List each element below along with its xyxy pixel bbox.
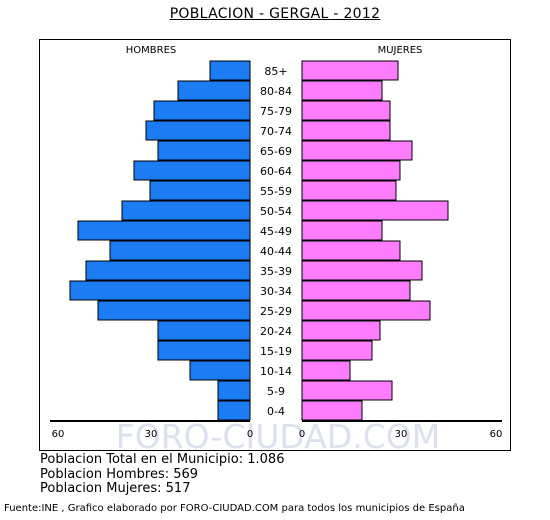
age-group-labels: 85+ 80-84 75-79 70-74 65-69 60-64 55-59 50-54 45… bbox=[260, 65, 292, 418]
bar-mujeres-35-39 bbox=[301, 260, 423, 281]
bar-mujeres-80-84 bbox=[301, 80, 383, 101]
bar-mujeres-65-69 bbox=[301, 140, 413, 161]
stat-hombres: Poblacion Hombres: 569 bbox=[40, 466, 199, 482]
bar-hombres-40-44 bbox=[109, 240, 251, 261]
age-label-75-79: 75-79 bbox=[260, 105, 292, 118]
legend-hombres: HOMBRES bbox=[126, 45, 177, 56]
x-axis-tick-labels: 60 30 0 0 30 60 bbox=[52, 429, 503, 440]
population-pyramid-frame: FORO-CIUDAD.COM HOMBRES MUJERES 85+ 80-84… bbox=[39, 39, 511, 451]
population-pyramid: FORO-CIUDAD.COM HOMBRES MUJERES 85+ 80-84… bbox=[50, 45, 503, 450]
age-label-25-29: 25-29 bbox=[260, 305, 292, 318]
age-label-40-44: 40-44 bbox=[260, 245, 292, 258]
bar-hombres-35-39 bbox=[85, 260, 251, 281]
age-label-85+: 85+ bbox=[264, 65, 287, 78]
stat-mujeres: Poblacion Mujeres: 517 bbox=[40, 481, 191, 496]
bar-mujeres-0-4 bbox=[301, 400, 363, 421]
bar-hombres-5-9 bbox=[217, 380, 251, 401]
age-label-60-64: 60-64 bbox=[260, 165, 292, 178]
bar-hombres-15-19 bbox=[157, 340, 251, 361]
bar-hombres-85+ bbox=[209, 60, 251, 81]
tick-right-0: 0 bbox=[299, 429, 305, 440]
bar-mujeres-85+ bbox=[301, 60, 399, 81]
bar-mujeres-20-24 bbox=[301, 320, 381, 341]
bar-mujeres-25-29 bbox=[301, 300, 431, 321]
bar-hombres-70-74 bbox=[145, 120, 251, 141]
bar-hombres-80-84 bbox=[177, 80, 251, 101]
age-label-45-49: 45-49 bbox=[260, 225, 292, 238]
bar-hombres-20-24 bbox=[157, 320, 251, 341]
bar-hombres-0-4 bbox=[217, 400, 251, 421]
page-title: POBLACION - GERGAL - 2012 bbox=[169, 6, 381, 22]
tick-left-30: 30 bbox=[145, 429, 158, 440]
bar-hombres-45-49 bbox=[77, 220, 251, 241]
age-label-15-19: 15-19 bbox=[260, 345, 292, 358]
stat-total: Poblacion Total en el Municipio: 1.086 bbox=[40, 452, 285, 467]
age-label-30-34: 30-34 bbox=[260, 285, 292, 298]
bar-mujeres-5-9 bbox=[301, 380, 393, 401]
bar-hombres-10-14 bbox=[189, 360, 251, 381]
bar-mujeres-70-74 bbox=[301, 120, 391, 141]
age-label-80-84: 80-84 bbox=[260, 85, 292, 98]
age-label-35-39: 35-39 bbox=[260, 265, 292, 278]
source-footer: Fuente:INE , Grafico elaborado por FORO-… bbox=[4, 503, 465, 514]
bar-hombres-65-69 bbox=[157, 140, 251, 161]
hombres-bars bbox=[69, 60, 251, 421]
age-label-55-59: 55-59 bbox=[260, 185, 292, 198]
bar-hombres-55-59 bbox=[149, 180, 251, 201]
bar-hombres-30-34 bbox=[69, 280, 251, 301]
bar-mujeres-40-44 bbox=[301, 240, 401, 261]
bar-hombres-60-64 bbox=[133, 160, 251, 181]
age-label-20-24: 20-24 bbox=[260, 325, 292, 338]
tick-right-30: 30 bbox=[395, 429, 408, 440]
age-label-10-14: 10-14 bbox=[260, 365, 292, 378]
legend-mujeres: MUJERES bbox=[378, 45, 423, 56]
bar-mujeres-30-34 bbox=[301, 280, 411, 301]
bar-mujeres-55-59 bbox=[301, 180, 397, 201]
tick-right-60: 60 bbox=[490, 429, 503, 440]
tick-left-60: 60 bbox=[52, 429, 65, 440]
watermark: FORO-CIUDAD.COM bbox=[116, 417, 440, 450]
age-label-0-4: 0-4 bbox=[267, 405, 285, 418]
bar-mujeres-75-79 bbox=[301, 100, 391, 121]
tick-left-0: 0 bbox=[247, 429, 253, 440]
age-label-70-74: 70-74 bbox=[260, 125, 292, 138]
age-label-50-54: 50-54 bbox=[260, 205, 292, 218]
mujeres-bars bbox=[301, 60, 449, 421]
age-label-65-69: 65-69 bbox=[260, 145, 292, 158]
bar-mujeres-10-14 bbox=[301, 360, 351, 381]
population-stats: Poblacion Total en el Municipio: 1.086 P… bbox=[40, 452, 285, 497]
age-label-5-9: 5-9 bbox=[267, 385, 285, 398]
bar-mujeres-15-19 bbox=[301, 340, 373, 361]
bar-mujeres-50-54 bbox=[301, 200, 449, 221]
bar-mujeres-45-49 bbox=[301, 220, 383, 241]
bar-hombres-75-79 bbox=[153, 100, 251, 121]
bar-mujeres-60-64 bbox=[301, 160, 401, 181]
bar-hombres-50-54 bbox=[121, 200, 251, 221]
bar-hombres-25-29 bbox=[97, 300, 251, 321]
